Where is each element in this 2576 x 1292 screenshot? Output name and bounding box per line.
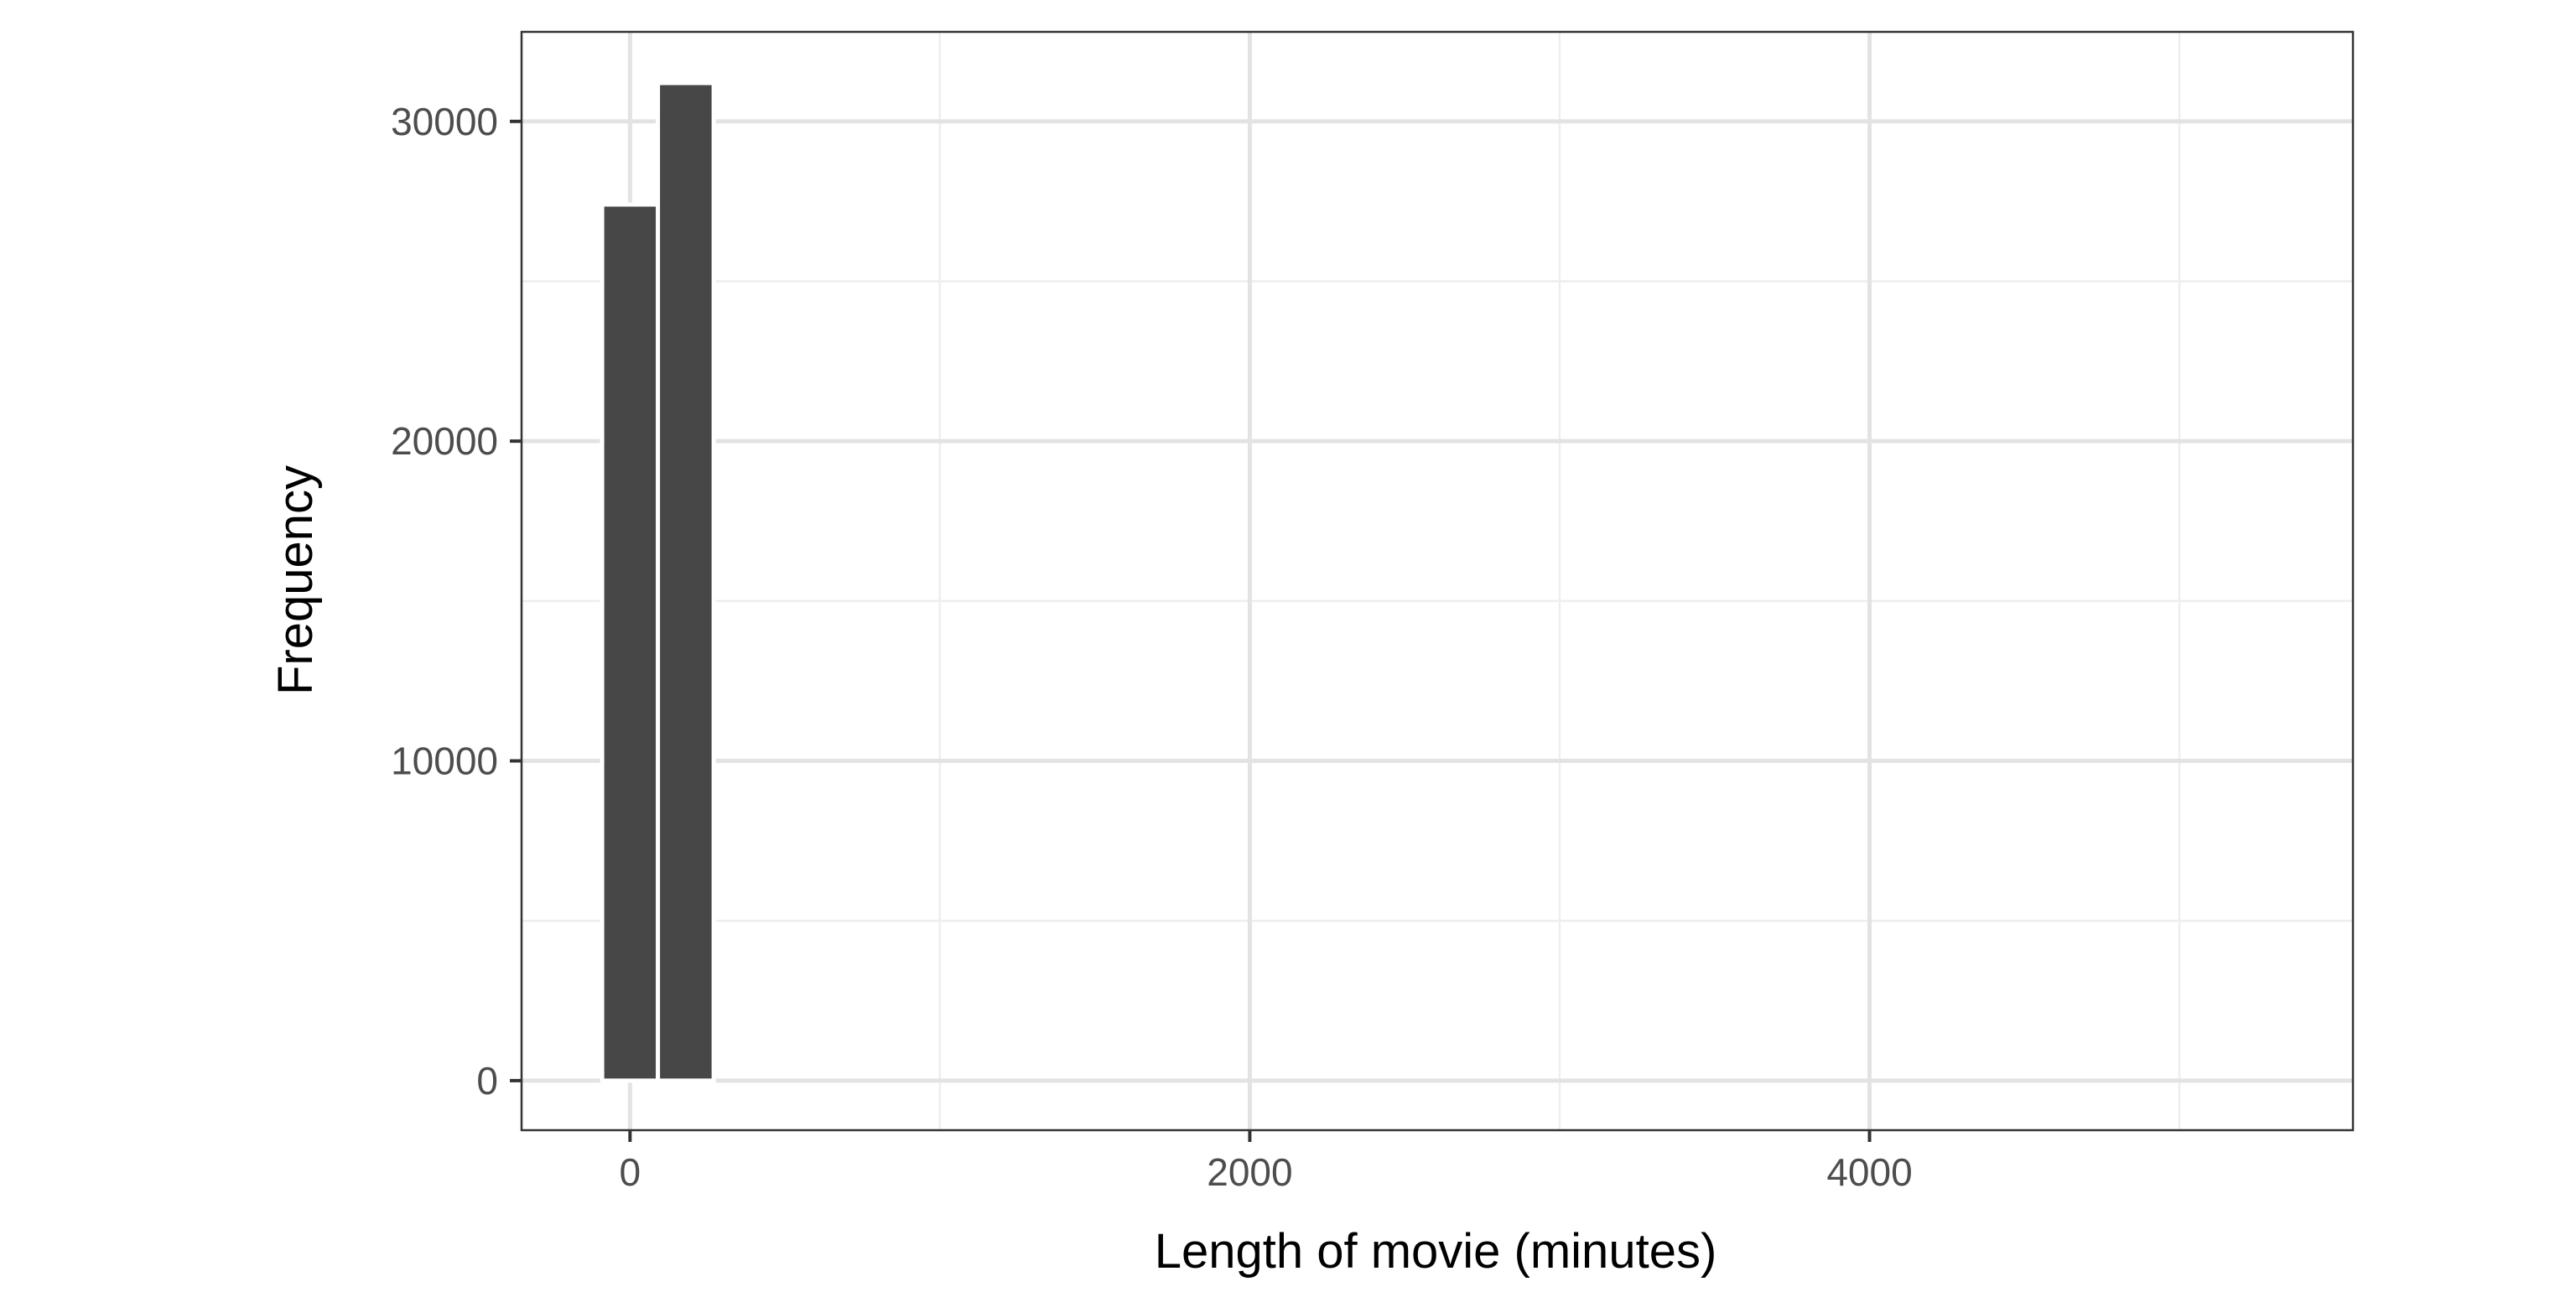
x-tick-label: 2000 (1207, 1150, 1292, 1194)
x-tick-label: 0 (620, 1150, 641, 1194)
y-tick-label: 0 (476, 1059, 498, 1103)
histogram-bar (600, 202, 661, 1083)
panel-background (522, 32, 2353, 1130)
axes-layer: 0 10000 20000 30000 0 2000 4000 (391, 30, 2355, 1194)
histogram-bar (656, 80, 716, 1083)
x-tick-label: 4000 (1826, 1150, 1912, 1194)
x-axis-title: Length of movie (minutes) (1155, 1224, 1717, 1279)
y-tick-label: 20000 (391, 419, 498, 463)
panel-border (520, 30, 2355, 1132)
grid-layer (522, 32, 2353, 1130)
y-tick-label: 10000 (391, 739, 498, 783)
y-axis-title: Frequency (268, 465, 323, 695)
bars-layer (600, 80, 716, 1083)
y-tick-label: 30000 (391, 100, 498, 143)
